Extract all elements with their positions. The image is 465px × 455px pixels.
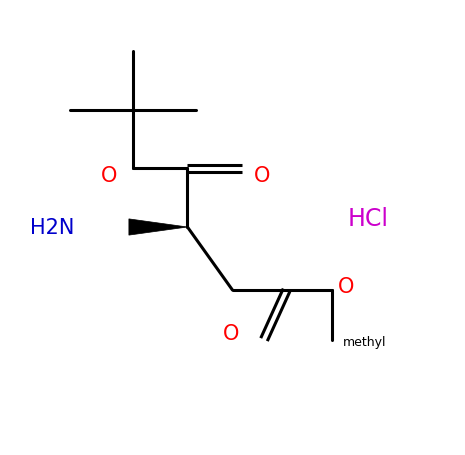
Text: HCl: HCl [347, 207, 388, 231]
Text: O: O [101, 166, 118, 186]
Polygon shape [129, 219, 187, 236]
Text: O: O [223, 323, 239, 343]
Text: methyl: methyl [343, 336, 386, 349]
Text: O: O [254, 166, 271, 186]
Text: O: O [339, 276, 355, 296]
Text: H2N: H2N [30, 217, 74, 238]
